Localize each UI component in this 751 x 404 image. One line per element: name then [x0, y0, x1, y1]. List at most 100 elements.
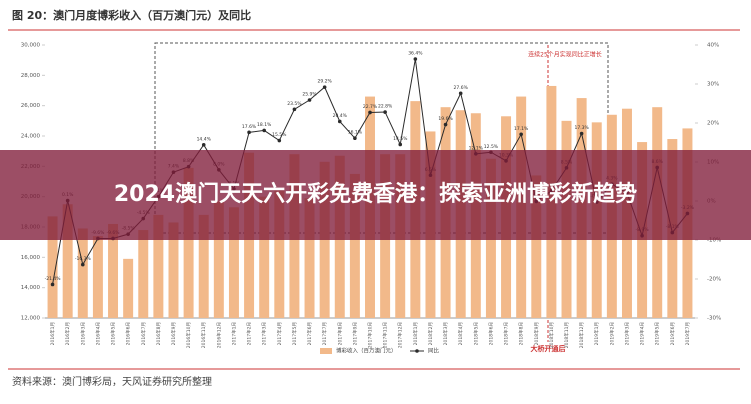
data-label: -16.3%	[75, 256, 92, 262]
x-tick-label: 2018年6月	[487, 322, 494, 345]
data-label: 20.4%	[333, 113, 348, 119]
bar	[349, 173, 360, 318]
x-tick-label: 2018年9月	[533, 322, 540, 345]
x-tick-label: 2018年7月	[503, 322, 510, 345]
x-tick-label: 2017年7月	[321, 322, 328, 345]
data-label: 15.5%	[272, 132, 287, 138]
bar	[198, 214, 209, 318]
x-tick-label: 2019年5月	[654, 322, 661, 345]
x-tick-label: 2019年2月	[608, 322, 615, 345]
data-label: 17.3%	[574, 125, 589, 131]
line-point	[292, 107, 297, 112]
x-tick-label: 2016年11月	[200, 322, 207, 348]
data-label: 22.7%	[363, 104, 378, 110]
line-point	[201, 143, 206, 147]
line-point	[337, 119, 342, 124]
legend-swatch	[320, 348, 332, 354]
line-point	[458, 91, 463, 96]
y-tick-label: 12,000	[21, 316, 41, 322]
x-tick-label: 2017年9月	[351, 322, 358, 345]
overlay-title: 2024澳门天天六开彩免费香港：探索亚洲博彩新趋势	[113, 182, 638, 207]
x-tick-label: 2017年10月	[367, 322, 374, 348]
y-tick-label: 24,000	[21, 134, 41, 140]
x-tick-label: 2016年6月	[125, 322, 132, 345]
x-tick-label: 2016年4月	[94, 322, 101, 345]
x-tick-label: 2017年5月	[291, 322, 298, 345]
legend-swatch	[415, 349, 419, 353]
data-label: 18.1%	[257, 122, 272, 128]
x-tick-label: 2017年12月	[397, 322, 404, 348]
annotation: 连续25个月实现同比正增长	[528, 51, 602, 59]
data-label: 23.5%	[287, 101, 302, 107]
line-point	[307, 98, 312, 102]
x-tick-label: 2017年11月	[382, 322, 389, 348]
data-label: 29.2%	[318, 79, 333, 85]
x-tick-label: 2017年6月	[306, 322, 313, 345]
line-point	[398, 142, 403, 147]
line-point	[443, 122, 448, 127]
bar	[47, 216, 58, 318]
x-tick-label: 2018年2月	[427, 322, 434, 345]
bar	[77, 228, 88, 318]
bar	[62, 204, 73, 318]
data-label: 17.6%	[242, 124, 257, 130]
x-tick-label: 2018年4月	[457, 322, 464, 345]
x-tick-label: 2016年1月	[49, 322, 56, 345]
x-tick-label: 2017年1月	[230, 322, 237, 345]
data-label: 12.1%	[469, 145, 484, 151]
x-tick-label: 2018年3月	[442, 322, 449, 345]
line-point	[322, 85, 327, 89]
x-tick-label: 2016年2月	[64, 322, 71, 345]
x-tick-label: 2016年7月	[140, 322, 147, 345]
data-label: 27.6%	[454, 85, 469, 91]
x-tick-label: 2017年3月	[261, 322, 268, 345]
x-tick-label: 2017年4月	[276, 322, 283, 345]
y2-tick-label: 30%	[707, 82, 719, 88]
y-tick-label: 28,000	[21, 73, 41, 79]
data-label: -21.4%	[45, 276, 62, 282]
x-tick-label: 2016年12月	[215, 322, 222, 348]
line-point	[247, 130, 251, 135]
data-label: 25.9%	[302, 91, 317, 97]
x-tick-label: 2016年3月	[79, 322, 86, 345]
chart-title: 图 20：澳门月度博彩收入（百万澳门元）及同比	[12, 8, 251, 22]
y-tick-label: 14,000	[21, 285, 41, 291]
x-tick-label: 2019年3月	[623, 322, 630, 345]
x-tick-label: 2016年9月	[170, 322, 177, 345]
x-tick-label: 2018年10月	[548, 322, 555, 348]
y2-tick-label: -10%	[707, 238, 721, 244]
legend-label: 博彩收入（百万澳门元）	[336, 347, 397, 355]
bar	[228, 207, 239, 318]
data-label: 17.1%	[514, 126, 529, 132]
y2-tick-label: 20%	[707, 121, 719, 127]
data-label: 19.6%	[438, 116, 453, 122]
line-point	[353, 136, 357, 141]
legend-label: 同比	[428, 347, 440, 355]
y2-tick-label: -30%	[707, 316, 721, 322]
y-tick-label: 26,000	[21, 103, 41, 109]
data-label: 16.1%	[348, 130, 363, 136]
bar	[123, 258, 134, 318]
data-label: 36.4%	[408, 51, 423, 57]
x-tick-label: 2018年8月	[518, 322, 525, 345]
bar	[531, 175, 542, 318]
line-point	[383, 110, 387, 114]
x-tick-label: 2016年5月	[110, 322, 117, 345]
line-point	[50, 282, 55, 287]
bar	[213, 201, 224, 318]
bar	[153, 214, 164, 318]
source: 资料来源：澳门博彩局，天风证券研究所整理	[12, 375, 212, 388]
bar	[183, 167, 194, 318]
bar	[274, 190, 285, 318]
data-label: 12.5%	[484, 144, 499, 150]
line-point	[368, 110, 372, 115]
annotation: 大桥开通后	[531, 344, 566, 353]
bar	[304, 198, 315, 318]
x-tick-label: 2018年11月	[563, 322, 570, 348]
bar	[108, 223, 119, 318]
bar	[259, 196, 270, 318]
line-point	[519, 132, 523, 137]
bar	[168, 222, 179, 318]
line-point	[277, 138, 282, 143]
